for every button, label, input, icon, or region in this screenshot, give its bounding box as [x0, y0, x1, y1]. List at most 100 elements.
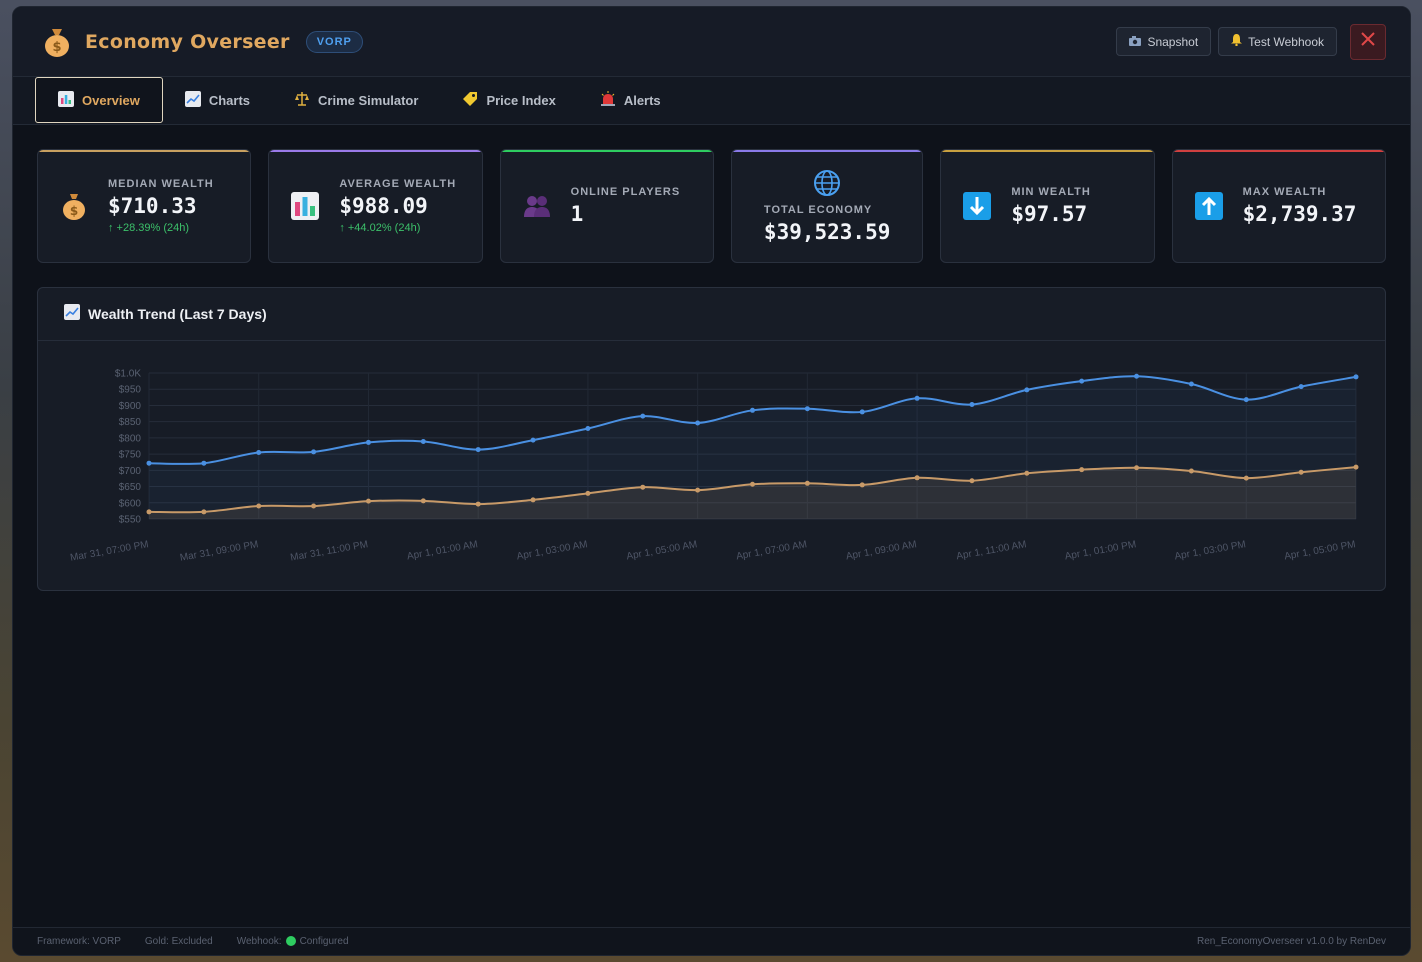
median-wealth-card: $ MEDIAN WEALTH $710.33 ↑ +28.39% (24h)	[37, 149, 252, 263]
svg-text:$: $	[70, 204, 78, 218]
data-point	[1134, 373, 1140, 379]
x-tick-label: Apr 1, 01:00 AM	[406, 539, 479, 562]
scales-icon	[294, 91, 310, 110]
data-point	[1079, 467, 1085, 473]
data-point	[969, 401, 975, 407]
bar-chart-icon	[291, 191, 320, 221]
webhook-label: Test Webhook	[1248, 34, 1324, 49]
money-bag-icon: $	[60, 191, 88, 221]
chart-title: Wealth Trend (Last 7 Days)	[88, 306, 267, 322]
data-point	[1024, 387, 1030, 393]
header: $ Economy Overseer VORP Snapshot Test We…	[13, 7, 1410, 77]
tab-price-index[interactable]: Price Index	[440, 77, 577, 124]
y-tick-label: $650	[119, 482, 142, 493]
app-title: Economy Overseer	[85, 30, 290, 53]
data-point	[311, 449, 317, 455]
card-label: ONLINE PLAYERS	[570, 186, 681, 198]
close-icon	[1361, 32, 1375, 51]
framework-status: Framework: VORP	[37, 936, 121, 947]
footer: Framework: VORP Gold: Excluded Webhook: C…	[13, 927, 1410, 955]
x-tick-label: Mar 31, 11:00 PM	[290, 539, 369, 564]
webhook-status: Webhook: Configured	[237, 936, 349, 947]
data-point	[1243, 397, 1249, 403]
tab-label: Charts	[208, 93, 251, 108]
bar-chart-icon	[58, 90, 74, 110]
data-point	[914, 395, 920, 401]
min-wealth-card: MIN WEALTH $97.57	[940, 149, 1155, 263]
data-point	[475, 447, 481, 453]
y-tick-label: $900	[119, 401, 142, 412]
people-icon	[523, 191, 551, 221]
card-label: TOTAL ECONOMY	[763, 204, 873, 216]
data-point	[695, 487, 701, 493]
data-point	[256, 449, 262, 455]
card-change: ↑ +44.02% (24h)	[339, 222, 421, 234]
tab-overview[interactable]: Overview	[35, 77, 163, 123]
data-point	[1298, 469, 1304, 475]
card-change: ↑ +28.39% (24h)	[108, 222, 190, 234]
data-point	[1188, 468, 1194, 474]
card-value: 1	[570, 202, 584, 226]
bell-icon	[1231, 34, 1243, 49]
card-value: $97.57	[1011, 202, 1088, 226]
card-value: $710.33	[108, 194, 197, 218]
siren-icon	[600, 91, 616, 110]
data-point	[750, 481, 755, 487]
data-point	[530, 437, 536, 443]
data-point	[201, 509, 207, 515]
tab-label: Overview	[82, 92, 140, 108]
webhook-status-label: Webhook:	[236, 936, 282, 947]
data-point	[969, 478, 975, 484]
data-point	[1353, 374, 1359, 380]
camera-icon	[1129, 35, 1142, 49]
data-point	[1079, 378, 1085, 384]
y-tick-label: $600	[119, 498, 142, 509]
data-point	[804, 480, 810, 486]
x-tick-label: Apr 1, 11:00 AM	[956, 539, 1028, 562]
gold-status: Gold: Excluded	[144, 936, 213, 947]
trend-chart-icon	[64, 303, 80, 325]
x-tick-label: Apr 1, 03:00 PM	[1174, 539, 1247, 562]
series-area	[149, 376, 1356, 519]
svg-text:$: $	[52, 40, 61, 55]
snapshot-button[interactable]: Snapshot	[1116, 27, 1212, 56]
tab-label: Alerts	[623, 93, 661, 108]
data-point	[859, 482, 865, 488]
tab-alerts[interactable]: Alerts	[578, 77, 683, 124]
data-point	[640, 484, 646, 490]
data-point	[420, 498, 426, 504]
globe-icon	[813, 168, 841, 198]
data-point	[585, 490, 591, 496]
tab-crime-simulator[interactable]: Crime Simulator	[272, 77, 440, 124]
data-point	[530, 497, 536, 503]
card-value: $988.09	[339, 194, 428, 218]
wealth-trend-panel: Wealth Trend (Last 7 Days) $1.0K $950 $900…	[37, 287, 1386, 591]
tab-charts[interactable]: Charts	[163, 77, 272, 124]
data-point	[146, 509, 152, 515]
app-window: $ Economy Overseer VORP Snapshot Test We…	[12, 6, 1411, 956]
data-point	[1243, 475, 1249, 481]
test-webhook-button[interactable]: Test Webhook	[1218, 27, 1337, 56]
data-point	[914, 475, 920, 481]
online-players-card: ONLINE PLAYERS 1	[499, 149, 714, 263]
data-point	[256, 503, 262, 509]
y-tick-label: $550	[119, 515, 142, 526]
data-point	[311, 503, 317, 509]
data-point	[1134, 465, 1140, 471]
tab-label: Price Index	[486, 93, 556, 108]
wealth-trend-chart[interactable]: $1.0K $950 $900 $850 $800 $750 $700 $650 $600 $55…	[38, 341, 1385, 591]
data-point	[475, 501, 481, 507]
data-point	[1188, 381, 1194, 387]
trend-chart-icon	[184, 91, 201, 110]
price-tag-icon	[462, 91, 478, 110]
y-tick-label: $950	[119, 385, 142, 396]
total-economy-card: TOTAL ECONOMY $39,523.59	[730, 149, 924, 263]
card-value: $39,523.59	[763, 220, 891, 244]
average-wealth-card: AVERAGE WEALTH $988.09 ↑ +44.02% (24h)	[268, 149, 483, 263]
close-button[interactable]	[1350, 23, 1386, 60]
down-arrow-icon	[963, 191, 992, 221]
snapshot-label: Snapshot	[1147, 34, 1199, 49]
version-label: Ren_EconomyOverseer v1.0.0 by RenDev	[1197, 936, 1386, 947]
x-tick-label: Apr 1, 07:00 AM	[735, 539, 808, 562]
max-wealth-card: MAX WEALTH $2,739.37	[1171, 149, 1386, 263]
